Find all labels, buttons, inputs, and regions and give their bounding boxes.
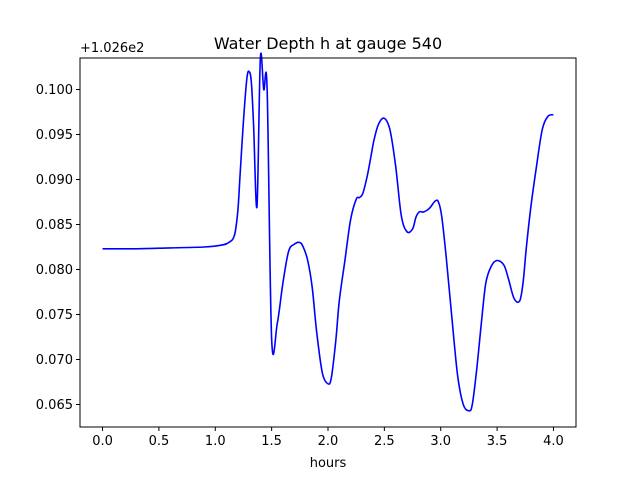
x-tick-label: 4.0 bbox=[543, 434, 564, 449]
x-axis-label: hours bbox=[310, 456, 347, 471]
x-tick-label: 0.0 bbox=[92, 434, 113, 449]
x-tick-label: 1.0 bbox=[205, 434, 226, 449]
x-tick-label: 3.0 bbox=[430, 434, 451, 449]
chart-title: Water Depth h at gauge 540 bbox=[214, 34, 442, 53]
y-tick-label: 0.075 bbox=[36, 308, 73, 323]
y-tick-label: 0.065 bbox=[36, 398, 73, 413]
y-offset-label: +1.026e2 bbox=[80, 41, 144, 56]
y-tick-label: 0.070 bbox=[36, 353, 73, 368]
x-tick-label: 2.0 bbox=[318, 434, 339, 449]
x-axis: 0.0 0.5 1.0 1.5 2.0 2.5 3.0 3.5 4.0 bbox=[92, 427, 564, 449]
x-tick-label: 0.5 bbox=[149, 434, 170, 449]
series-line bbox=[102, 52, 554, 412]
x-tick-label: 3.5 bbox=[487, 434, 508, 449]
y-tick-label: 0.090 bbox=[36, 173, 73, 188]
y-tick-label: 0.100 bbox=[36, 83, 73, 98]
plot-frame bbox=[79, 57, 577, 428]
plot-area bbox=[102, 52, 554, 412]
y-tick-label: 0.080 bbox=[36, 263, 73, 278]
y-axis: 0.065 0.070 0.075 0.080 0.085 0.090 0.095 0.100 bbox=[36, 83, 80, 413]
y-tick-label: 0.095 bbox=[36, 128, 73, 143]
x-tick-label: 2.5 bbox=[374, 434, 395, 449]
x-tick-label: 1.5 bbox=[261, 434, 282, 449]
y-tick-label: 0.085 bbox=[36, 218, 73, 233]
